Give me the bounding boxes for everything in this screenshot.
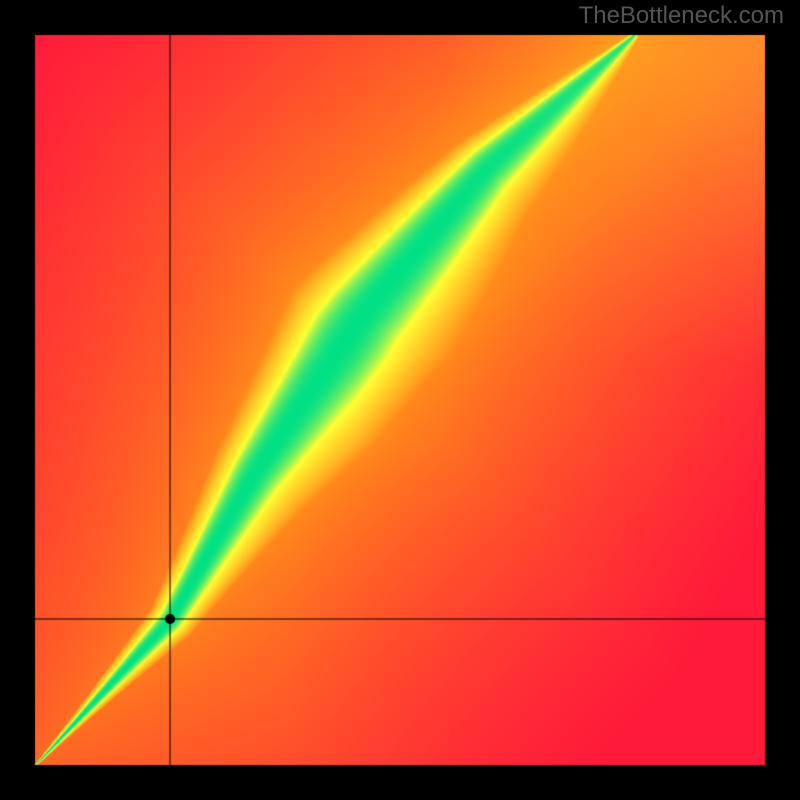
- watermark-text: TheBottleneck.com: [579, 2, 784, 30]
- chart-container: TheBottleneck.com: [0, 0, 800, 800]
- heatmap-canvas: [0, 0, 800, 800]
